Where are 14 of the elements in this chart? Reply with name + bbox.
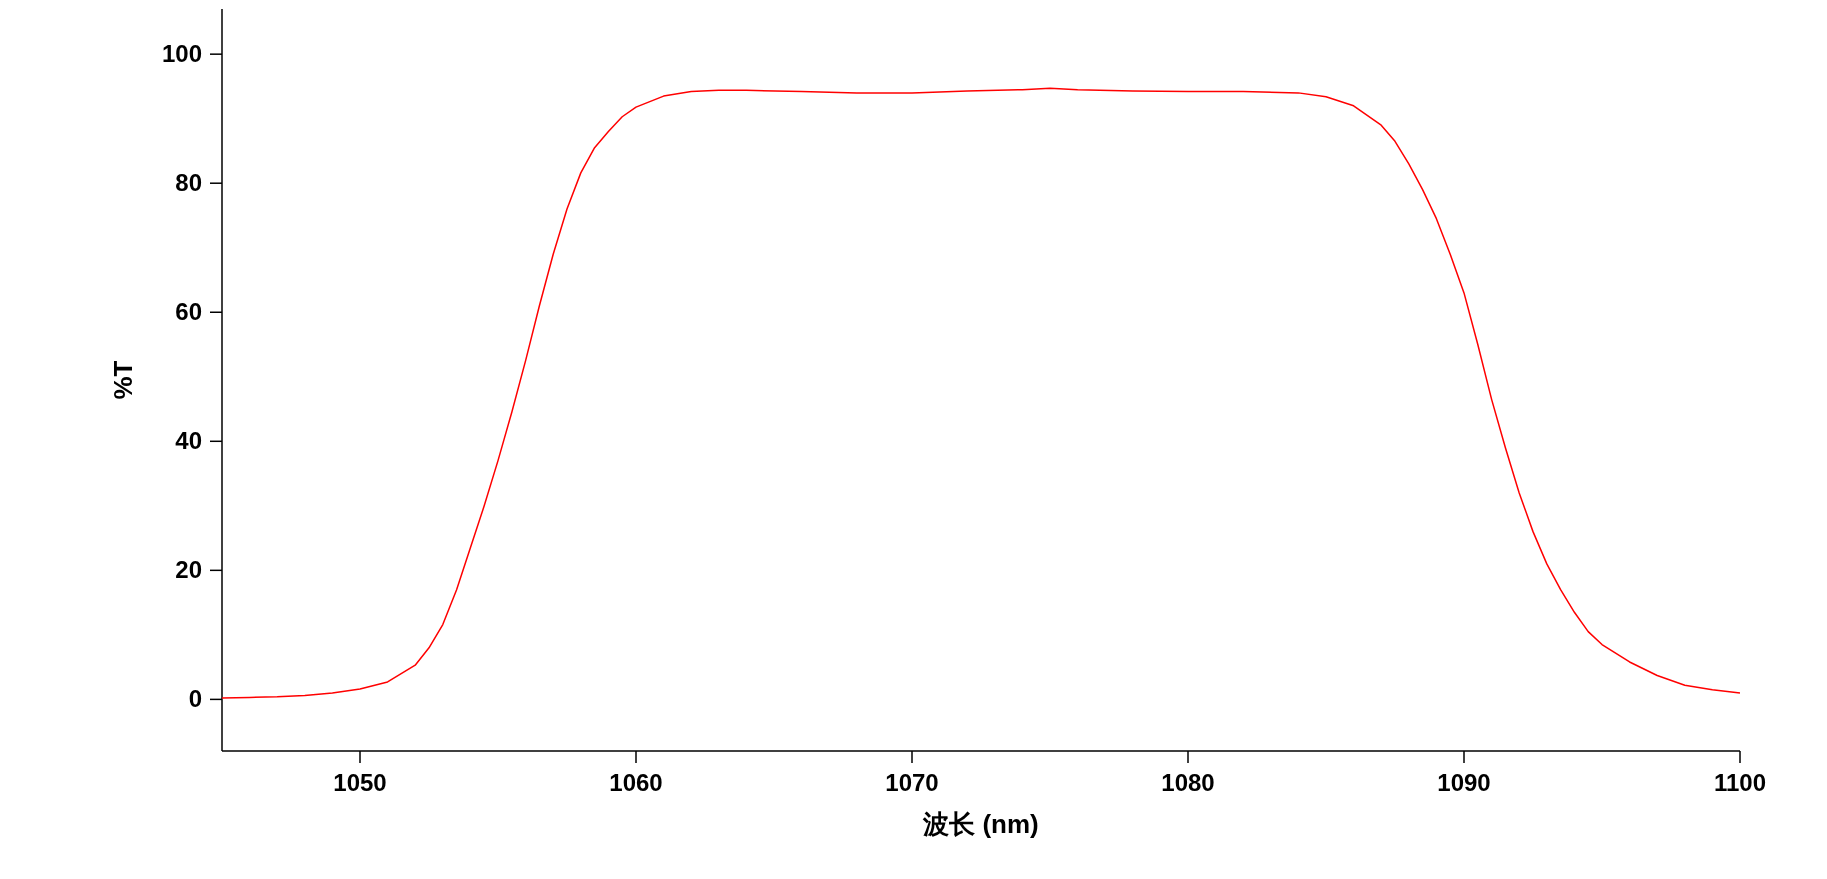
y-tick-label: 20	[175, 556, 202, 584]
x-tick-label: 1050	[333, 769, 387, 796]
y-tick-label: 100	[161, 40, 202, 68]
y-tick-label: 0	[188, 685, 202, 713]
y-tick-label: 40	[175, 427, 202, 455]
x-tick-label: 1090	[1437, 769, 1491, 796]
x-tick-label: 1060	[609, 769, 663, 796]
y-axis-title: %T	[108, 360, 138, 400]
x-tick-label: 1080	[1161, 769, 1215, 796]
x-axis-title: 波长 (nm)	[922, 809, 1039, 839]
x-tick-label: 1070	[885, 769, 939, 796]
y-tick-label: 60	[175, 298, 202, 326]
y-tick-label: 80	[175, 169, 202, 197]
x-tick-label: 1100	[1713, 769, 1767, 796]
